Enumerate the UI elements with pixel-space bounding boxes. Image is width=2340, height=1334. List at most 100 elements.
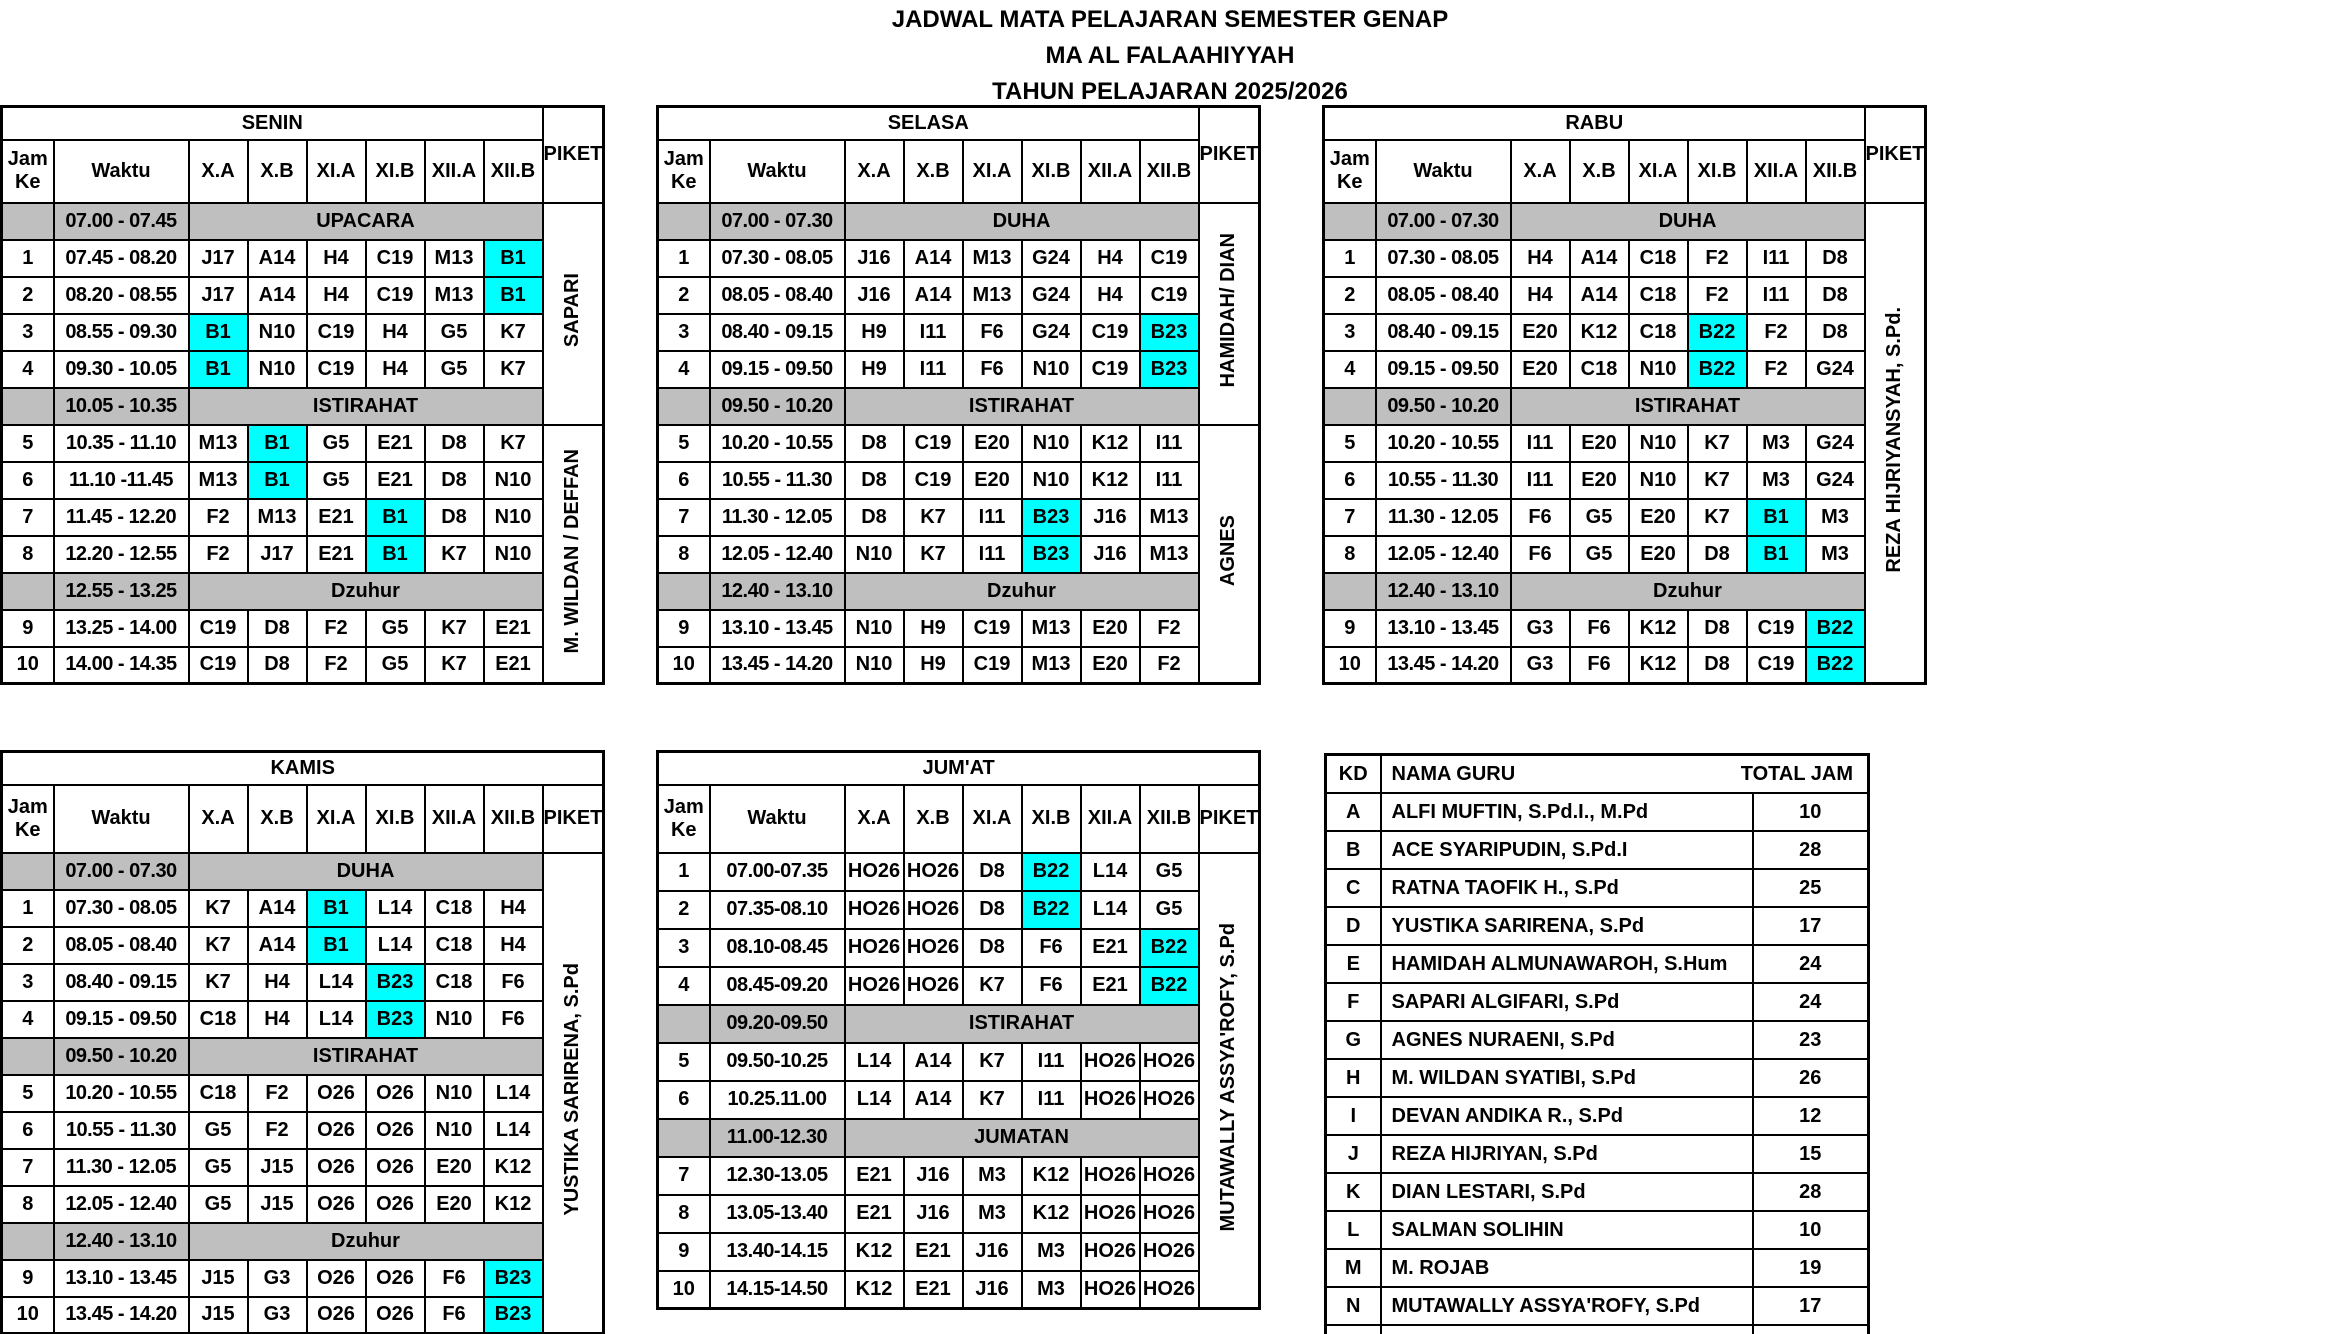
jam-cell: 5 xyxy=(0,1073,55,1113)
time-cell: 12.40 - 13.10 xyxy=(1374,571,1512,611)
time-cell: 07.00 - 07.45 xyxy=(52,201,190,241)
time-cell: 08.05 - 08.40 xyxy=(708,275,846,315)
schedule-row: 1 07.30 - 08.05 K7 A14 B1 L14 C18 H4 xyxy=(0,888,604,928)
lesson-cell: L14 xyxy=(1079,889,1141,930)
schedule-row: 3 08.40 - 09.15 E20 K12 C18 B22 F2 D8 xyxy=(1322,312,1926,352)
piket-header: PIKET xyxy=(541,783,605,854)
lesson-cell: B1 xyxy=(305,925,367,965)
lesson-cell: G5 xyxy=(1568,534,1630,574)
time-cell: 13.10 - 13.45 xyxy=(1374,608,1512,648)
lesson-cell: G24 xyxy=(1804,349,1866,389)
jam-cell: 6 xyxy=(1322,460,1377,500)
schedule-row: 09.50 - 10.20 ISTIRAHAT xyxy=(0,1036,604,1076)
lesson-cell: B1 xyxy=(364,497,426,537)
class-header: XII.B xyxy=(482,783,544,854)
lesson-cell: D8 xyxy=(246,608,308,648)
time-cell: 07.00 - 07.30 xyxy=(708,201,846,241)
lesson-cell: O26 xyxy=(364,1110,426,1150)
time-cell: 07.35-08.10 xyxy=(708,889,846,930)
jam-cell: 8 xyxy=(0,1184,55,1224)
lesson-cell: E20 xyxy=(961,423,1023,463)
lesson-cell: K7 xyxy=(902,534,964,574)
lesson-cell: N10 xyxy=(1020,423,1082,463)
band-label: DUHA xyxy=(843,201,1200,241)
time-cell: 14.00 - 14.35 xyxy=(52,645,190,685)
time-cell: 10.55 - 11.30 xyxy=(1374,460,1512,500)
rabu-table-wrap: RABU PIKET Jam Ke Waktu X.A X.B XI.A XI.B XII.A X… xyxy=(1322,105,1928,685)
schedule-row: 2 08.05 - 08.40 J16 A14 M13 G24 H4 C19 xyxy=(656,275,1260,315)
teacher-row: L SALMAN SOLIHIN 10 xyxy=(1324,1210,1870,1250)
lesson-cell: N10 xyxy=(1627,423,1689,463)
jam-cell: 1 xyxy=(0,238,55,278)
teacher-code: G xyxy=(1324,1020,1382,1060)
lesson-cell: K7 xyxy=(482,349,544,389)
jam-cell: 10 xyxy=(0,645,55,685)
teacher-row: G AGNES NURAENI, S.Pd 23 xyxy=(1324,1020,1870,1060)
teacher-name: YUSTIKA SARIRENA, S.Pd xyxy=(1379,906,1754,946)
teacher-name: M. ROJAB xyxy=(1379,1248,1754,1288)
lesson-cell: C19 xyxy=(1745,645,1807,685)
lesson-cell: F6 xyxy=(1568,608,1630,648)
lesson-cell: E20 xyxy=(1627,497,1689,537)
lesson-cell: M13 xyxy=(1138,497,1200,537)
lesson-cell: J15 xyxy=(187,1295,249,1334)
jam-cell: 1 xyxy=(0,888,55,928)
teacher-row: F SAPARI ALGIFARI, S.Pd 24 xyxy=(1324,982,1870,1022)
lesson-cell: F2 xyxy=(1745,312,1807,352)
lesson-cell: K12 xyxy=(1568,312,1630,352)
jam-cell: 7 xyxy=(656,1155,711,1196)
lesson-cell: E21 xyxy=(482,645,544,685)
jam-cell: 9 xyxy=(0,608,55,648)
lesson-cell: K7 xyxy=(961,1041,1023,1082)
lesson-cell: F6 xyxy=(1509,534,1571,574)
lesson-cell: B1 xyxy=(246,423,308,463)
schedule-row: 07.00 - 07.30 DUHA YUSTIKA SARIRENA, S.Pd xyxy=(0,851,605,1334)
lesson-cell: D8 xyxy=(1686,534,1748,574)
lesson-cell: K7 xyxy=(1686,497,1748,537)
teachers-table: KD NAMA GURU TOTAL JAM A ALFI MUFTIN, S.Pd.I… xyxy=(1324,753,1870,1334)
lesson-cell: H4 xyxy=(1509,238,1571,278)
lesson-cell: L14 xyxy=(364,888,426,928)
day-title-row: JUM'AT xyxy=(656,750,1261,786)
teacher-total-jam: 15 xyxy=(1751,1134,1870,1174)
lesson-cell: B22 xyxy=(1138,927,1200,968)
lesson-cell: B23 xyxy=(1020,497,1082,537)
lesson-cell: G24 xyxy=(1020,275,1082,315)
lesson-cell: HO26 xyxy=(843,965,905,1006)
lesson-cell: A14 xyxy=(1568,238,1630,278)
schedule-row: 1 07.30 - 08.05 J16 A14 M13 G24 H4 C19 xyxy=(656,238,1260,278)
teacher-name: SAPARI ALGIFARI, S.Pd xyxy=(1379,982,1754,1022)
lesson-cell: HO26 xyxy=(1079,1041,1141,1082)
lesson-cell: I11 xyxy=(902,349,964,389)
lesson-cell: B1 xyxy=(482,238,544,278)
lesson-cell: K7 xyxy=(423,645,485,685)
lesson-cell: B1 xyxy=(187,312,249,352)
name-total-header: NAMA GURU TOTAL JAM xyxy=(1379,753,1870,794)
schedule-row: 6 10.55 - 11.30 I11 E20 N10 K7 M3 G24 xyxy=(1322,460,1926,500)
lesson-cell: M13 xyxy=(961,275,1023,315)
class-header: XII.A xyxy=(1079,138,1141,204)
time-cell: 08.55 - 09.30 xyxy=(52,312,190,352)
lesson-cell: F2 xyxy=(187,534,249,574)
lesson-cell: O26 xyxy=(364,1184,426,1224)
teacher-row: I DEVAN ANDIKA R., S.Pd 12 xyxy=(1324,1096,1870,1136)
teacher-code: A xyxy=(1324,792,1382,832)
lesson-cell: F6 xyxy=(423,1295,485,1334)
lesson-cell: O26 xyxy=(364,1147,426,1187)
schedule-row: 5 10.20 - 10.55 I11 E20 N10 K7 M3 G24 xyxy=(1322,423,1926,463)
jam-cell: 2 xyxy=(1322,275,1377,315)
time-cell: 08.40 - 09.15 xyxy=(52,962,190,1002)
lesson-cell: N10 xyxy=(1627,349,1689,389)
lesson-cell: D8 xyxy=(843,460,905,500)
lesson-cell: I11 xyxy=(961,497,1023,537)
day-title-row: RABU PIKET xyxy=(1322,105,1927,204)
teacher-name: REZA HIJRIYAN, S.Pd xyxy=(1379,1134,1754,1174)
schedule-row: 4 09.15 - 09.50 H9 I11 F6 N10 C19 B23 xyxy=(656,349,1260,389)
lesson-cell: C19 xyxy=(364,238,426,278)
lesson-cell: E20 xyxy=(1509,312,1571,352)
class-header: XII.B xyxy=(482,138,544,204)
nama-guru-header: NAMA GURU xyxy=(1391,762,1516,785)
lesson-cell: K12 xyxy=(1627,645,1689,685)
lesson-cell: K7 xyxy=(187,888,249,928)
lesson-cell: HO26 xyxy=(1138,1079,1200,1120)
